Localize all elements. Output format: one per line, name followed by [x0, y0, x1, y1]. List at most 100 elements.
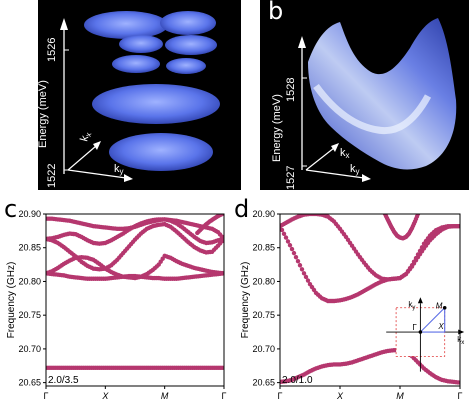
data-point [283, 235, 289, 240]
blob-top-3 [119, 35, 163, 53]
blob-top-6 [166, 58, 206, 74]
panel-label-b: b [268, 0, 284, 25]
kx-axis-arrow [93, 141, 101, 150]
panel-label-d: d [234, 195, 250, 223]
band-2 [280, 223, 460, 304]
x-tick-label: M [161, 391, 169, 401]
m-point [442, 305, 447, 310]
inset-m-label: M [436, 302, 443, 311]
gamma-point [418, 330, 423, 334]
band-1 [46, 365, 224, 370]
data-point [291, 250, 297, 256]
x-tick-label: X [101, 391, 109, 401]
y-axis-label: Frequency (GHz) [240, 262, 251, 339]
panel-label-a-outer: a [6, 0, 21, 25]
data-point [221, 365, 224, 370]
blob-top-1 [84, 11, 168, 39]
data-point [287, 243, 293, 248]
data-point [457, 223, 460, 229]
x-tick-label: M [396, 391, 404, 401]
ky-axis-b-arrow [362, 174, 371, 182]
panel-b-isosurface: 1528 1527 Energy (meV) kx ky [260, 0, 469, 190]
kx-axis-b-arrow [331, 143, 339, 152]
y-axis-label: Frequency (GHz) [6, 262, 17, 339]
y-tick-label: 20.65 [18, 378, 41, 388]
band-7 [195, 214, 224, 236]
y-tick-label: 20.70 [18, 344, 41, 354]
band-6 [46, 216, 224, 242]
x-tick-label: Γ [278, 391, 283, 401]
data-point [221, 236, 224, 242]
ky-axis [67, 169, 127, 179]
axes-frame [45, 213, 225, 387]
data-point [415, 214, 421, 217]
y-tick-label: 20.65 [252, 378, 275, 388]
kx-label: kx [78, 130, 93, 143]
energy-axis-label-b: Energy (meV) [271, 94, 283, 162]
data-point [409, 263, 415, 268]
y-tick-label: 20.90 [18, 209, 41, 219]
tick-1522: 1522 [46, 164, 58, 188]
blob-top-5 [112, 55, 160, 73]
y-tick-label: 20.80 [18, 276, 41, 286]
x-tick-label: Γ [222, 391, 227, 401]
y-tick-label: 20.80 [252, 276, 275, 286]
data-point [457, 380, 460, 385]
y-tick-label: 20.75 [252, 310, 275, 320]
data-point [413, 255, 419, 261]
kx-axis [67, 145, 97, 171]
band-4 [382, 214, 421, 241]
panel-label-c: c [4, 195, 18, 223]
x-tick-label: Γ [44, 391, 49, 401]
energy-axis-b-arrow [298, 36, 306, 48]
blob-middle [92, 84, 220, 124]
data-point [280, 227, 285, 233]
irreducible-path [419, 306, 446, 333]
data-point [289, 246, 295, 252]
tick-1526: 1526 [46, 38, 58, 62]
panel-b-graphic: 1528 1527 Energy (meV) kx ky [271, 18, 457, 190]
data-point [220, 214, 224, 217]
data-point [417, 248, 423, 254]
data-point [301, 271, 307, 276]
inset-gamma-label: Γ [412, 323, 417, 332]
config-annotation: 2.0/1.0 [282, 375, 313, 386]
ky-label-b: ky [350, 163, 360, 176]
x-tick-label: Γ [458, 391, 463, 401]
brillouin-zone-inset: Γ M Xkx ky [386, 297, 465, 372]
saddle-highlight [313, 83, 432, 135]
data-point [295, 259, 301, 264]
data-point [299, 267, 305, 272]
config-annotation: 2.0/3.5 [48, 375, 79, 386]
y-tick-label: 20.75 [18, 310, 41, 320]
blob-top-2 [160, 11, 216, 35]
data-point [281, 231, 287, 236]
x-tick-label: X [336, 391, 344, 401]
data-point [285, 239, 291, 244]
panel-a-graphic: 1526 1522 Energy (meV) kx ky [38, 11, 220, 188]
inset-ky-label: ky [408, 300, 415, 311]
data-point [221, 271, 224, 276]
ky-axis-arrow [124, 174, 133, 182]
energy-axis-arrow [60, 18, 68, 30]
data-point [411, 259, 417, 264]
y-tick-label: 20.85 [18, 243, 41, 253]
data-point [303, 274, 309, 280]
band-3 [280, 214, 460, 282]
y-tick-label: 20.90 [252, 209, 275, 219]
kx-axis-b [305, 147, 335, 171]
energy-axis-label: Energy (meV) [38, 80, 49, 148]
data-point [297, 263, 303, 268]
tick-1527: 1527 [285, 166, 297, 190]
data-point [305, 278, 311, 283]
blob-top-4 [165, 35, 217, 55]
ky-label: ky [114, 163, 124, 176]
y-tick-label: 20.70 [252, 344, 275, 354]
y-tick-label: 20.85 [252, 243, 275, 253]
blob-bottom [109, 133, 213, 171]
data-point [293, 254, 299, 260]
axes-frame [279, 213, 461, 387]
data-points [46, 214, 224, 370]
